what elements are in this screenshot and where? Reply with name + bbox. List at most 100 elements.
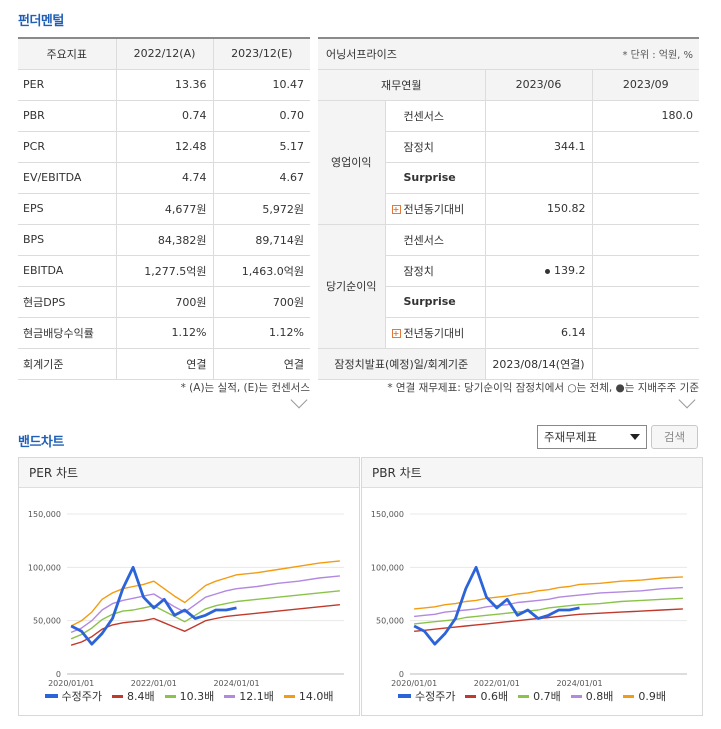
indicator-value-2023: 5.17 xyxy=(212,131,310,163)
indicator-value-2022: 12.48 xyxy=(115,131,213,163)
indicator-value-2022: 0.74 xyxy=(115,100,213,132)
value-2023-06 xyxy=(484,162,592,194)
row-label: + 전년동기대비 xyxy=(384,317,485,349)
value-2023-09 xyxy=(591,286,700,318)
value-text: 6.14 xyxy=(561,326,586,339)
surprise-row: Surprise xyxy=(318,286,700,318)
per-chart: PER 차트 0 50,000 100,000 150,000 2020/01/01 20… xyxy=(18,457,360,716)
indicator-label: EPS xyxy=(18,193,116,225)
surprise-row: 당기순이익 컨센서스 xyxy=(318,224,700,349)
value-2023-09 xyxy=(591,193,700,225)
indicator-row: 회계기준 연결 연결 xyxy=(18,348,310,380)
value-2023-06 xyxy=(484,286,592,318)
statement-select[interactable]: 주재무제표 xyxy=(537,425,647,449)
expand-plus-icon[interactable]: + xyxy=(391,329,401,338)
row-label-text: Surprise xyxy=(403,171,456,184)
indicator-row: 현금배당수익률 1.12% 1.12% xyxy=(18,317,310,349)
indicator-value-2023: 연결 xyxy=(212,348,310,380)
legend-item[interactable]: 수정주가 xyxy=(398,688,455,704)
legend-label: 12.1배 xyxy=(239,690,274,703)
indicator-value-2022: 13.36 xyxy=(115,69,213,101)
row-label-text: 컨센서스 xyxy=(403,233,444,247)
group-label: 영업이익 xyxy=(318,100,386,225)
value-text: 344.1 xyxy=(554,140,586,153)
indicator-row: EBITDA 1,277.5억원 1,463.0억원 xyxy=(18,255,310,287)
legend-label: 수정주가 xyxy=(415,690,456,703)
header-2023: 2023/12(E) xyxy=(212,38,310,70)
y-tick-label: 150,000 xyxy=(28,510,61,519)
x-tick-label: 2022/01/01 xyxy=(474,679,520,688)
legend-swatch xyxy=(398,694,411,698)
chevron-down-icon xyxy=(630,434,640,440)
indicator-value-2023: 0.70 xyxy=(212,100,310,132)
row-label: 컨센서스 xyxy=(384,224,485,256)
indicator-row: EPS 4,677원 5,972원 xyxy=(18,193,310,225)
row-label-text: 전년동기대비 xyxy=(403,202,465,216)
per-chart-legend: 수정주가 8.4배 10.3배 12.1배 14.0배 xyxy=(19,688,359,704)
per-chart-title: PER 차트 xyxy=(19,458,359,488)
indicator-label: PCR xyxy=(18,131,116,163)
y-tick-label: 0 xyxy=(56,670,61,679)
value-2023-09 xyxy=(591,317,700,349)
key-indicator-table: 주요지표 2022/12(A) 2023/12(E) PER 13.36 10.47… xyxy=(18,37,310,380)
legend-item[interactable]: 8.4배 xyxy=(111,688,155,704)
legend-label: 10.3배 xyxy=(179,690,215,703)
value-text: 150.82 xyxy=(547,202,586,215)
announce-date-empty xyxy=(591,348,700,380)
indicator-row: EV/EBITDA 4.74 4.67 xyxy=(18,162,310,194)
band-chart-title: 밴드차트 xyxy=(18,435,64,450)
pbr-chart-svg: 0 50,000 100,000 150,000 2020/01/01 2022/01/0… xyxy=(371,510,687,688)
value-2023-06: 6.14 xyxy=(484,317,592,349)
header-2022: 2022/12(A) xyxy=(115,38,213,70)
indicator-label: PER xyxy=(18,69,116,101)
legend-item[interactable]: 0.7배 xyxy=(518,688,561,704)
legend-item[interactable]: 0.9배 xyxy=(623,688,666,704)
y-tick-label: 50,000 xyxy=(376,617,404,626)
legend-item[interactable]: 수정주가 xyxy=(44,688,102,704)
legend-label: 0.8배 xyxy=(585,690,614,703)
y-tick-label: 0 xyxy=(399,670,404,679)
value-2023-06: 150.82 xyxy=(484,193,592,225)
legend-label: 0.6배 xyxy=(480,690,509,703)
row-label: 잠정치 xyxy=(384,255,485,287)
legend-swatch xyxy=(465,694,477,698)
legend-swatch xyxy=(111,694,123,698)
row-label-text: 컨센서스 xyxy=(403,109,444,123)
indicator-label: BPS xyxy=(18,224,116,256)
legend-swatch xyxy=(570,694,582,698)
search-button[interactable]: 검색 xyxy=(651,425,698,449)
surprise-row: + 전년동기대비 150.82 xyxy=(318,193,700,225)
fundamental-title: 펀더멘털 xyxy=(18,14,64,29)
indicator-label: 회계기준 xyxy=(18,348,116,380)
y-tick-label: 50,000 xyxy=(33,617,61,626)
row-label-text: Surprise xyxy=(403,295,456,308)
value-2023-06: 139.2 xyxy=(484,255,592,287)
band-series-line xyxy=(414,576,683,610)
legend-item[interactable]: 14.0배 xyxy=(283,688,333,704)
x-tick-label: 2024/01/01 xyxy=(556,679,602,688)
indicator-value-2022: 700원 xyxy=(115,286,213,318)
x-tick-label: 2020/01/01 xyxy=(391,679,437,688)
price-series-line xyxy=(413,565,580,646)
legend-item[interactable]: 0.8배 xyxy=(570,688,614,704)
row-label: 잠정치 xyxy=(384,131,485,163)
value-2023-09 xyxy=(591,224,700,256)
announce-date-value: 2023/08/14(연결) xyxy=(484,348,592,380)
indicator-row: PCR 12.48 5.17 xyxy=(18,131,310,163)
unit-label: * 단위 : 억원, % xyxy=(485,38,700,70)
legend-swatch xyxy=(44,694,58,698)
legend-item[interactable]: 0.6배 xyxy=(465,688,508,704)
indicator-row: BPS 84,382원 89,714원 xyxy=(18,224,310,256)
legend-swatch xyxy=(518,694,530,698)
value-2023-06: 344.1 xyxy=(484,131,592,163)
band-series-line xyxy=(70,575,340,634)
expand-plus-icon[interactable]: + xyxy=(391,205,401,214)
header-key-indicator: 주요지표 xyxy=(18,38,116,70)
header-2023-06: 2023/06 xyxy=(484,69,592,101)
value-2023-09 xyxy=(591,131,700,163)
x-tick-label: 2022/01/01 xyxy=(131,679,177,688)
indicator-value-2022: 1,277.5억원 xyxy=(115,255,213,287)
legend-item[interactable]: 12.1배 xyxy=(224,688,274,704)
legend-item[interactable]: 10.3배 xyxy=(164,688,215,704)
indicator-row: PER 13.36 10.47 xyxy=(18,69,310,101)
